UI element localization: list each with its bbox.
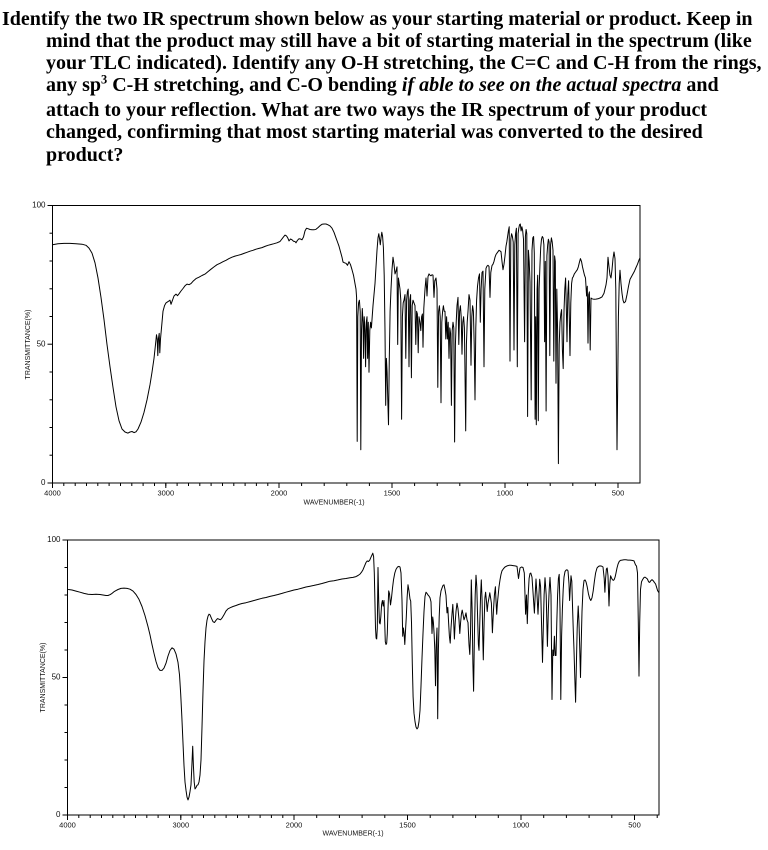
- svg-text:TRANSMITTANCE(%): TRANSMITTANCE(%): [25, 310, 32, 380]
- svg-text:100: 100: [47, 535, 61, 544]
- svg-text:2000: 2000: [271, 489, 288, 498]
- svg-text:500: 500: [628, 821, 641, 830]
- svg-text:0: 0: [56, 810, 61, 819]
- svg-text:1000: 1000: [513, 821, 530, 830]
- svg-text:3000: 3000: [172, 821, 189, 830]
- svg-text:4000: 4000: [44, 489, 61, 498]
- svg-text:1500: 1500: [399, 821, 416, 830]
- svg-text:4000: 4000: [59, 821, 76, 830]
- svg-text:50: 50: [37, 339, 46, 348]
- svg-text:WAVENUMBER(-1): WAVENUMBER(-1): [303, 500, 364, 507]
- svg-text:2000: 2000: [286, 821, 303, 830]
- svg-text:500: 500: [612, 489, 625, 498]
- svg-text:1500: 1500: [384, 489, 401, 498]
- svg-text:100: 100: [32, 201, 46, 210]
- svg-text:1000: 1000: [497, 489, 514, 498]
- svg-text:WAVENUMBER(-1): WAVENUMBER(-1): [322, 831, 383, 838]
- svg-text:3000: 3000: [157, 489, 174, 498]
- svg-text:50: 50: [52, 673, 61, 682]
- svg-text:0: 0: [41, 478, 46, 487]
- svg-text:TRANSMITTANCE(%): TRANSMITTANCE(%): [40, 643, 47, 713]
